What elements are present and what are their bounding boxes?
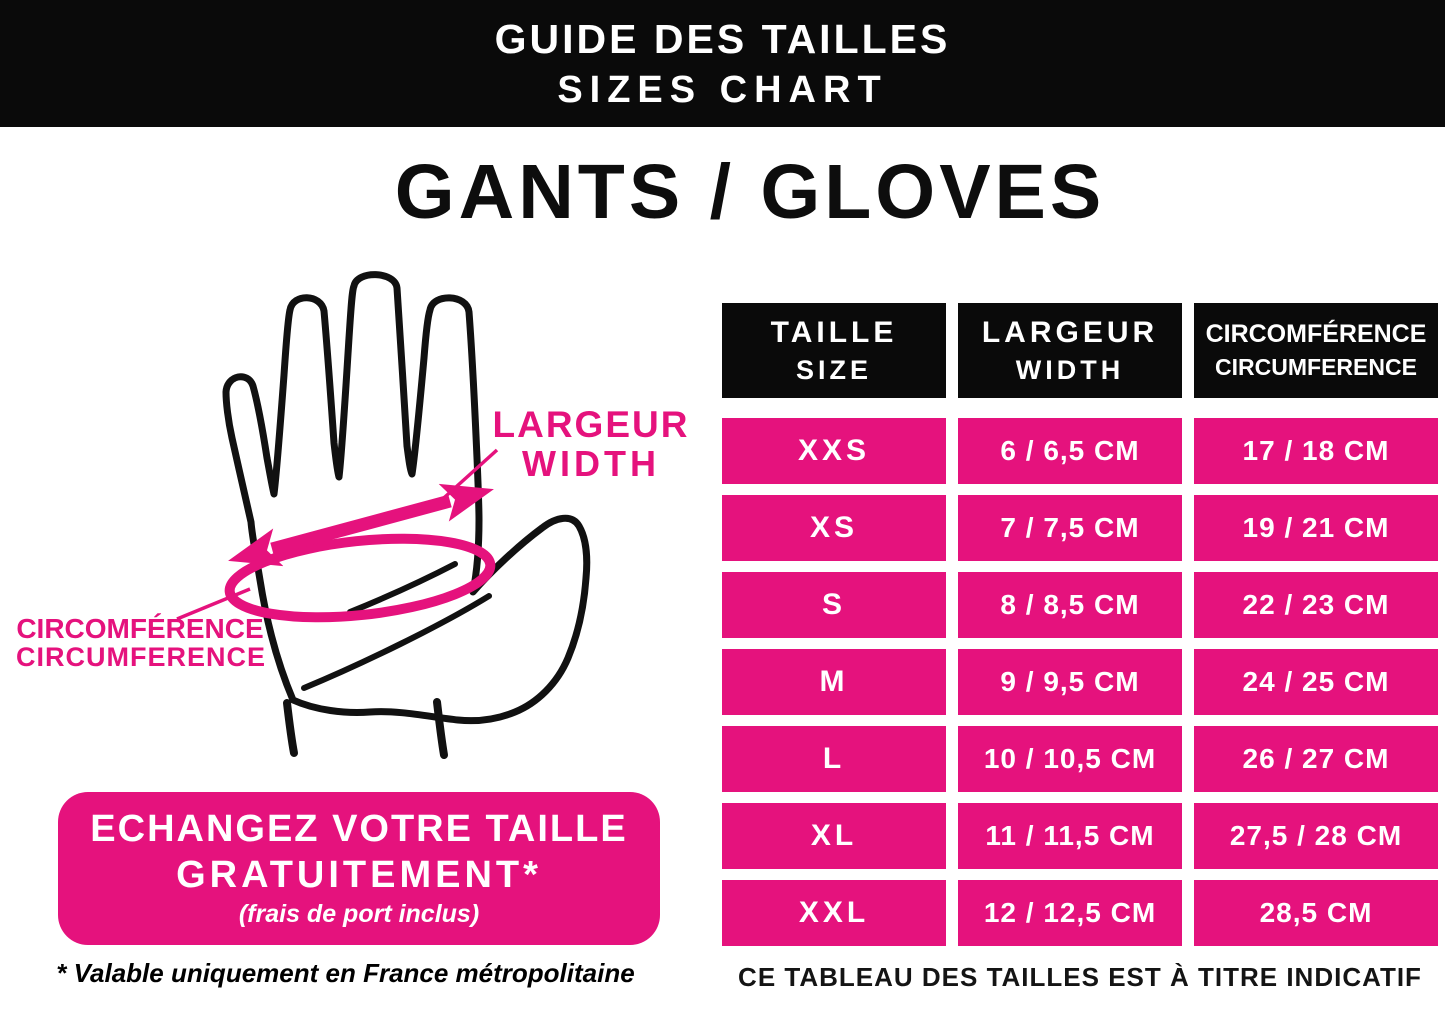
column-header-width: LARGEUR WIDTH — [958, 303, 1182, 398]
hand-illustration — [176, 271, 591, 759]
width-measure-label: LARGEUR WIDTH — [471, 404, 711, 484]
wrist-line-left — [283, 699, 298, 757]
column-header-width-en: WIDTH — [1015, 354, 1125, 385]
circumference-cell: 19 / 21 CM — [1194, 495, 1438, 561]
column-header-size-en: SIZE — [795, 354, 872, 385]
size-table: XXS 6 / 6,5 CM 17 / 18 CM XS 7 / 7,5 CM … — [722, 418, 1438, 946]
circumference-label-fr: CIRCOMFÉRENCE — [16, 613, 264, 644]
header-banner: GUIDE DES TAILLES SIZES CHART — [0, 0, 1445, 127]
exchange-line3: (frais de port inclus) — [238, 900, 480, 928]
column-header-width-fr: LARGEUR — [981, 315, 1159, 349]
width-cell: 8 / 8,5 CM — [958, 572, 1182, 638]
measurement-overlays — [176, 448, 499, 623]
banner-title-fr: GUIDE DES TAILLES — [494, 16, 951, 62]
palm-crease-upper — [347, 561, 458, 615]
palm-crease-lower — [301, 593, 492, 691]
column-header-circumference-en: CIRCUMFERENCE — [1215, 354, 1417, 380]
size-cell: XL — [722, 803, 946, 869]
width-cell: 10 / 10,5 CM — [958, 726, 1182, 792]
width-label-en: WIDTH — [522, 442, 660, 484]
column-header-size-fr: TAILLE — [770, 315, 898, 349]
size-cell: XXS — [722, 418, 946, 484]
width-cell: 6 / 6,5 CM — [958, 418, 1182, 484]
banner-title-en: SIZES CHART — [557, 69, 888, 111]
size-cell: S — [722, 572, 946, 638]
table-note: CE TABLEAU DES TAILLES EST À TITRE INDIC… — [738, 962, 1422, 992]
size-cell: L — [722, 726, 946, 792]
circumference-label-en: CIRCUMFERENCE — [16, 642, 267, 673]
circumference-cell: 27,5 / 28 CM — [1194, 803, 1438, 869]
circumference-measure-label: CIRCOMFÉRENCE CIRCUMFERENCE — [16, 613, 267, 673]
circumference-cell: 24 / 25 CM — [1194, 649, 1438, 715]
width-cell: 11 / 11,5 CM — [958, 803, 1182, 869]
width-arrow — [228, 483, 494, 567]
footnote: * Valable uniquement en France métropoli… — [56, 958, 635, 988]
column-header-size: TAILLE SIZE — [722, 303, 946, 398]
page-title: GANTS / GLOVES — [394, 149, 1106, 235]
exchange-line1: ECHANGEZ VOTRE TAILLE — [90, 808, 628, 850]
circumference-cell: 26 / 27 CM — [1194, 726, 1438, 792]
width-label-fr: LARGEUR — [492, 404, 690, 445]
circumference-cell: 28,5 CM — [1194, 880, 1438, 946]
column-header-circumference: CIRCOMFÉRENCE CIRCUMFERENCE — [1194, 303, 1438, 398]
width-cell: 9 / 9,5 CM — [958, 649, 1182, 715]
size-cell: M — [722, 649, 946, 715]
size-cell: XS — [722, 495, 946, 561]
width-cell: 7 / 7,5 CM — [958, 495, 1182, 561]
width-cell: 12 / 12,5 CM — [958, 880, 1182, 946]
wrist-line-right — [433, 698, 448, 759]
circumference-cell: 22 / 23 CM — [1194, 572, 1438, 638]
column-header-circumference-fr: CIRCOMFÉRENCE — [1205, 320, 1427, 348]
circumference-pointer-line — [176, 587, 251, 621]
size-cell: XXL — [722, 880, 946, 946]
size-table-header: TAILLE SIZE LARGEUR WIDTH CIRCOMFÉRENCE … — [722, 303, 1438, 398]
exchange-line2: GRATUITEMENT* — [176, 854, 542, 896]
width-pointer-line — [434, 448, 499, 507]
circumference-cell: 17 / 18 CM — [1194, 418, 1438, 484]
free-exchange-badge: ECHANGEZ VOTRE TAILLE GRATUITEMENT* (fra… — [58, 792, 660, 945]
